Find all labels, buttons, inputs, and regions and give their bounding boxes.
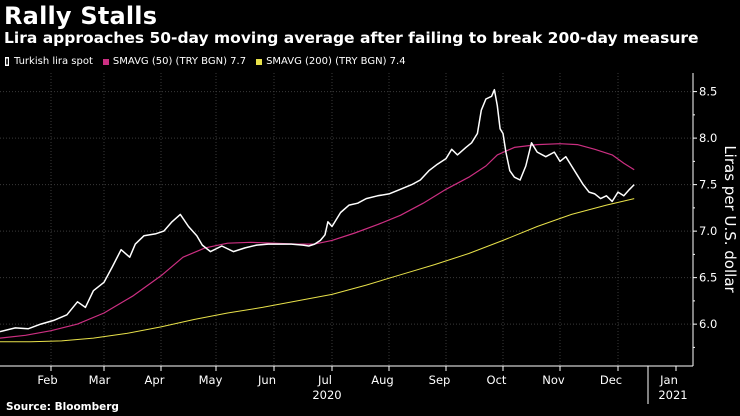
x-tick-label: Sep bbox=[429, 373, 451, 387]
x-tick-label: Oct bbox=[487, 373, 507, 387]
y-tick-label: 8.0 bbox=[699, 131, 717, 145]
x-tick-label: May bbox=[199, 373, 223, 387]
axes: 6.0 6.5 7.0 7.5 8.0 8.5 Feb Mar Apr May Jun Jul Aug S… bbox=[0, 73, 739, 404]
chart-title: Rally Stalls bbox=[4, 2, 158, 30]
y-tick-label: 8.5 bbox=[699, 85, 717, 99]
series-line-0 bbox=[0, 198, 635, 343]
x-tick-label: Mar bbox=[89, 373, 111, 387]
series-line-1 bbox=[0, 143, 635, 339]
chart-subtitle: Lira approaches 50-day moving average af… bbox=[4, 29, 699, 47]
y-tick-label: 7.5 bbox=[699, 178, 717, 192]
gridlines bbox=[0, 73, 693, 366]
legend-item-spot: Turkish lira spot bbox=[4, 56, 93, 67]
legend-label-sma200: SMAVG (200) (TRY BGN) 7.4 bbox=[266, 56, 406, 67]
x-tick-label: Jun bbox=[257, 373, 276, 387]
y-tick-label: 6.5 bbox=[699, 271, 717, 285]
year-label-2021: 2021 bbox=[658, 388, 687, 402]
series-lines bbox=[0, 88, 635, 343]
x-tick-label: Dec bbox=[600, 373, 622, 387]
x-tick-label: Aug bbox=[371, 373, 393, 387]
legend-label-sma50: SMAVG (50) (TRY BGN) 7.7 bbox=[112, 56, 247, 67]
y-axis-title: Liras per U.S. dollar bbox=[721, 145, 739, 293]
y-tick-label: 6.0 bbox=[699, 317, 717, 331]
x-tick-label: Feb bbox=[37, 373, 57, 387]
x-tick-label: Jul bbox=[317, 373, 332, 387]
y-tick-label: 7.0 bbox=[699, 224, 717, 238]
x-tick-label: Jan bbox=[659, 373, 678, 387]
legend: Turkish lira spot SMAVG (50) (TRY BGN) 7… bbox=[4, 56, 416, 67]
legend-item-sma50: SMAVG (50) (TRY BGN) 7.7 bbox=[102, 56, 247, 67]
x-tick-label: Apr bbox=[145, 373, 165, 387]
x-tick-label: Nov bbox=[542, 373, 565, 387]
sma50-swatch bbox=[102, 58, 109, 65]
legend-label-spot: Turkish lira spot bbox=[14, 56, 93, 67]
sma200-swatch bbox=[256, 58, 263, 65]
line-swatch-icon bbox=[5, 57, 9, 66]
source-note: Source: Bloomberg bbox=[6, 401, 119, 413]
year-label-2020: 2020 bbox=[312, 388, 341, 402]
series-line-2 bbox=[0, 88, 635, 333]
legend-item-sma200: SMAVG (200) (TRY BGN) 7.4 bbox=[256, 56, 406, 67]
